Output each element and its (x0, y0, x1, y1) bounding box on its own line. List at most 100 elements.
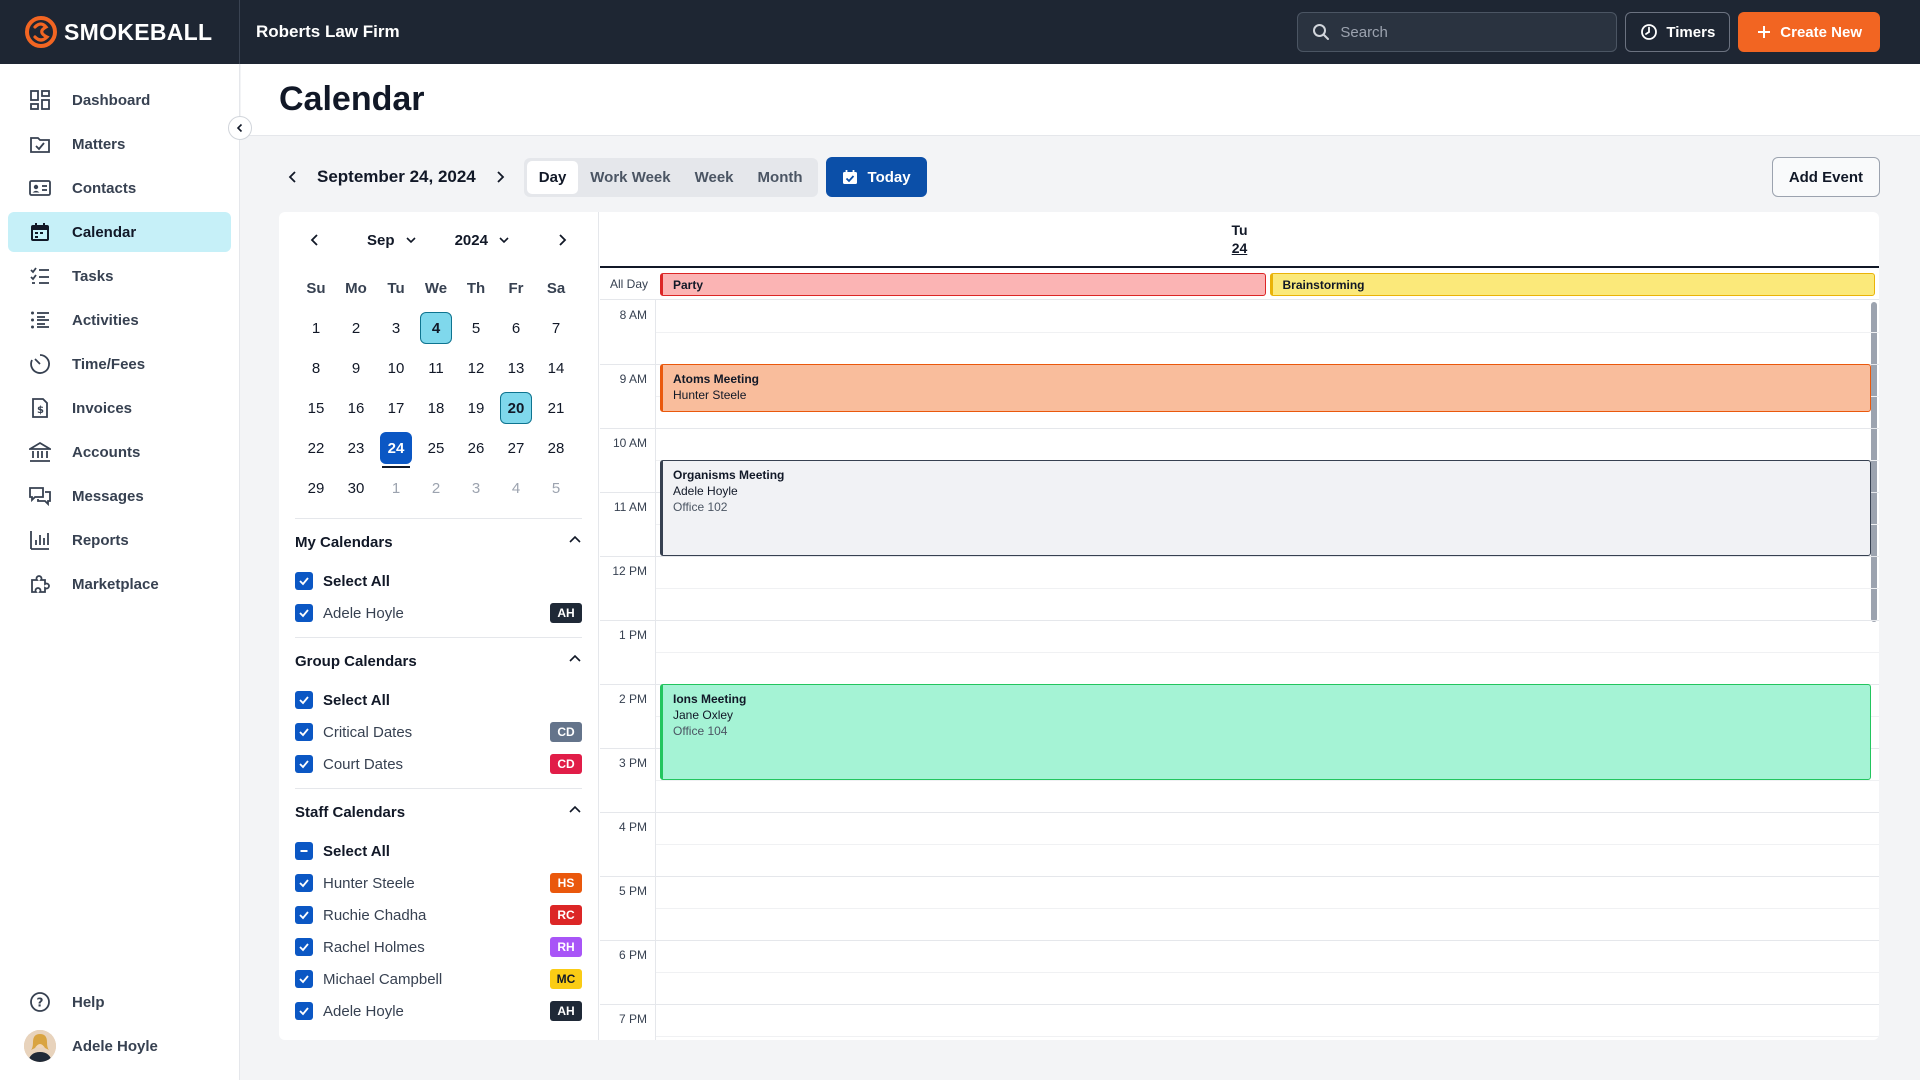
sidebar-item-contacts[interactable]: Contacts (8, 168, 231, 208)
mini-day-cell[interactable]: 18 (416, 388, 456, 428)
checkbox[interactable] (295, 906, 313, 924)
mini-day-cell[interactable]: 27 (496, 428, 536, 468)
chevron-up-icon[interactable] (568, 803, 582, 821)
user-profile[interactable]: Adele Hoyle (8, 1026, 232, 1066)
sidebar-item-time-fees[interactable]: Time/Fees (8, 344, 231, 384)
sidebar-item-marketplace[interactable]: Marketplace (8, 564, 231, 604)
month-select[interactable]: Sep (367, 232, 417, 249)
mini-day-cell[interactable]: 25 (416, 428, 456, 468)
mini-day-cell[interactable]: 9 (336, 348, 376, 388)
mini-day-cell[interactable]: 23 (336, 428, 376, 468)
calendar-item[interactable]: Rachel Holmes RH (279, 931, 598, 963)
checkbox[interactable] (295, 572, 313, 590)
mini-day-cell[interactable]: 1 (296, 308, 336, 348)
mini-day-cell[interactable]: 30 (336, 468, 376, 508)
calendar-item[interactable]: Hunter Steele HS (279, 867, 598, 899)
checkbox[interactable] (295, 970, 313, 988)
checkbox[interactable] (295, 938, 313, 956)
calendar-item[interactable]: Adele Hoyle AH (279, 995, 598, 1027)
select-all-item[interactable]: Select All (279, 835, 598, 867)
day-header-number[interactable]: 24 (1231, 240, 1248, 256)
mini-day-cell[interactable]: 24 (376, 428, 416, 468)
mini-prev-month-button[interactable] (301, 226, 329, 254)
mini-day-cell[interactable]: 15 (296, 388, 336, 428)
all-day-event[interactable]: Brainstorming (1269, 273, 1875, 296)
mini-day-cell[interactable]: 2 (336, 308, 376, 348)
timers-button[interactable]: Timers (1625, 12, 1731, 52)
mini-day-cell[interactable]: 12 (456, 348, 496, 388)
select-all-item[interactable]: Select All (279, 565, 598, 597)
select-all-item[interactable]: Select All (279, 684, 598, 716)
group-calendars-header[interactable]: Group Calendars (279, 638, 598, 684)
year-select[interactable]: 2024 (455, 232, 510, 249)
mini-day-cell[interactable]: 28 (536, 428, 576, 468)
scrollbar[interactable] (1871, 302, 1877, 622)
checkbox[interactable] (295, 723, 313, 741)
calendar-item[interactable]: Court Dates CD (279, 748, 598, 780)
staff-calendars-header[interactable]: Staff Calendars (279, 789, 598, 835)
sidebar-item-reports[interactable]: Reports (8, 520, 231, 560)
add-event-button[interactable]: Add Event (1771, 157, 1880, 197)
sidebar-item-activities[interactable]: Activities (8, 300, 231, 340)
calendar-event[interactable]: Organisms Meeting Adele Hoyle Office 102 (660, 460, 1871, 556)
sidebar-item-invoices[interactable]: $ Invoices (8, 388, 231, 428)
mini-day-cell[interactable]: 22 (296, 428, 336, 468)
mini-day-cell[interactable]: 20 (496, 388, 536, 428)
mini-day-cell[interactable]: 5 (536, 468, 576, 508)
mini-day-cell[interactable]: 8 (296, 348, 336, 388)
mini-day-cell[interactable]: 1 (376, 468, 416, 508)
indeterminate-checkbox[interactable] (295, 842, 313, 860)
search-input[interactable] (1340, 23, 1601, 41)
mini-day-cell[interactable]: 21 (536, 388, 576, 428)
mini-day-cell[interactable]: 3 (456, 468, 496, 508)
mini-day-cell[interactable]: 6 (496, 308, 536, 348)
sidebar-item-accounts[interactable]: Accounts (8, 432, 231, 472)
search-box[interactable] (1297, 12, 1618, 52)
checkbox[interactable] (295, 691, 313, 709)
view-day-tab[interactable]: Day (526, 160, 579, 194)
mini-next-month-button[interactable] (548, 226, 576, 254)
today-button[interactable]: Today (825, 157, 927, 197)
sidebar-item-dashboard[interactable]: Dashboard (8, 80, 231, 120)
sidebar-item-help[interactable]: ? Help (8, 982, 232, 1022)
mini-day-cell[interactable]: 11 (416, 348, 456, 388)
view-work-week-tab[interactable]: Work Week (590, 168, 671, 186)
mini-day-cell[interactable]: 4 (416, 308, 456, 348)
sidebar-item-tasks[interactable]: Tasks (8, 256, 231, 296)
mini-day-cell[interactable]: 14 (536, 348, 576, 388)
mini-day-cell[interactable]: 19 (456, 388, 496, 428)
mini-day-cell[interactable]: 10 (376, 348, 416, 388)
checkbox[interactable] (295, 604, 313, 622)
calendar-event[interactable]: Atoms Meeting Hunter Steele (660, 364, 1871, 412)
prev-day-button[interactable] (279, 163, 307, 191)
sidebar-item-matters[interactable]: Matters (8, 124, 231, 164)
mini-day-cell[interactable]: 2 (416, 468, 456, 508)
chevron-up-icon[interactable] (568, 533, 582, 551)
sidebar-collapse-button[interactable] (228, 116, 252, 140)
checkbox[interactable] (295, 1002, 313, 1020)
sidebar-item-messages[interactable]: Messages (8, 476, 231, 516)
calendar-item[interactable]: Michael Campbell MC (279, 963, 598, 995)
mini-day-cell[interactable]: 3 (376, 308, 416, 348)
calendar-item[interactable]: Adele Hoyle AH (279, 597, 598, 629)
mini-day-cell[interactable]: 5 (456, 308, 496, 348)
view-month-tab[interactable]: Month (757, 168, 803, 186)
mini-day-cell[interactable]: 13 (496, 348, 536, 388)
mini-day-cell[interactable]: 17 (376, 388, 416, 428)
calendar-item[interactable]: Critical Dates CD (279, 716, 598, 748)
create-new-button[interactable]: Create New (1738, 12, 1880, 52)
mini-day-cell[interactable]: 26 (456, 428, 496, 468)
calendar-event[interactable]: Ions Meeting Jane Oxley Office 104 (660, 684, 1871, 780)
brand[interactable]: SMOKEBALL (0, 0, 240, 64)
time-grid[interactable]: 8 AM 9 AM 10 AM 11 AM 12 PM 1 PM 2 PM 3 PM 4 PM 5… (600, 300, 1879, 1040)
chevron-up-icon[interactable] (568, 652, 582, 670)
sidebar-item-calendar[interactable]: Calendar (8, 212, 231, 252)
checkbox[interactable] (295, 755, 313, 773)
next-day-button[interactable] (486, 163, 514, 191)
mini-day-cell[interactable]: 4 (496, 468, 536, 508)
mini-day-cell[interactable]: 16 (336, 388, 376, 428)
mini-day-cell[interactable]: 7 (536, 308, 576, 348)
mini-day-cell[interactable]: 29 (296, 468, 336, 508)
checkbox[interactable] (295, 874, 313, 892)
calendar-item[interactable]: Ruchie Chadha RC (279, 899, 598, 931)
